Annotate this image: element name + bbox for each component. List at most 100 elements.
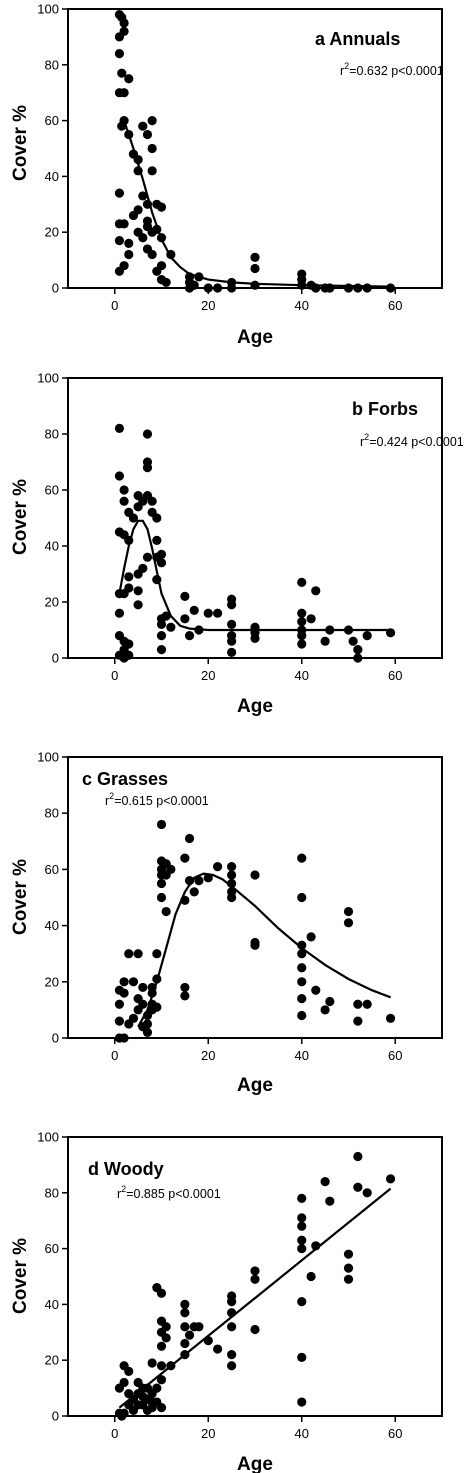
r-squared-value: =0.632 p<0.0001 xyxy=(349,64,444,78)
data-point xyxy=(156,558,167,568)
data-point xyxy=(117,68,127,78)
y-tick-label: 0 xyxy=(52,1409,59,1424)
data-point xyxy=(353,1182,363,1192)
x-tick-label: 40 xyxy=(295,1048,309,1063)
fit-curve xyxy=(123,120,391,288)
data-point xyxy=(142,463,153,473)
data-point xyxy=(147,166,157,176)
r-symbol: r xyxy=(360,435,364,449)
data-point xyxy=(152,949,162,959)
data-point xyxy=(353,283,363,293)
y-tick-label: 60 xyxy=(45,862,59,877)
y-tick-label: 20 xyxy=(45,225,59,240)
data-point xyxy=(194,876,204,886)
data-point xyxy=(213,283,223,293)
data-point xyxy=(124,1366,134,1376)
data-point xyxy=(156,645,167,655)
data-point xyxy=(114,235,125,246)
data-point xyxy=(156,878,167,889)
x-tick-label: 0 xyxy=(111,298,118,313)
y-tick-label: 100 xyxy=(37,1130,59,1145)
data-point xyxy=(297,608,307,618)
data-point xyxy=(353,1151,363,1162)
y-tick-label: 20 xyxy=(45,1353,59,1368)
data-point xyxy=(138,191,148,201)
data-point xyxy=(119,485,129,495)
data-point xyxy=(385,1013,396,1023)
y-tick-label: 60 xyxy=(45,113,59,128)
data-point xyxy=(250,940,260,950)
y-tick-label: 80 xyxy=(45,806,59,821)
data-point xyxy=(213,608,223,618)
r-symbol: r xyxy=(117,1187,121,1201)
x-tick-label: 0 xyxy=(111,1426,118,1441)
data-point xyxy=(306,932,316,942)
data-point xyxy=(227,600,237,610)
data-point xyxy=(189,605,199,616)
r-squared-annotation: r2=0.632 p<0.0001 xyxy=(340,61,444,78)
data-point xyxy=(184,283,195,293)
data-point xyxy=(385,283,396,293)
y-tick-label: 60 xyxy=(45,1241,59,1256)
y-axis-title: Cover % xyxy=(10,479,31,555)
y-tick-label: 100 xyxy=(37,371,59,386)
data-point xyxy=(250,1266,260,1276)
data-point xyxy=(124,74,134,84)
r-squared-superscript: 2 xyxy=(344,61,349,71)
y-axis-title: Cover % xyxy=(10,859,31,935)
data-point xyxy=(343,1274,354,1284)
data-point xyxy=(297,617,307,627)
data-point xyxy=(114,423,125,433)
data-point xyxy=(156,261,167,271)
data-point xyxy=(114,266,125,276)
data-point xyxy=(114,49,125,59)
data-point xyxy=(114,608,125,618)
data-point xyxy=(114,471,125,481)
y-tick-label: 40 xyxy=(45,539,59,554)
data-point xyxy=(362,631,372,641)
data-point xyxy=(180,1299,190,1309)
y-tick-label: 100 xyxy=(37,750,59,765)
data-point xyxy=(156,1288,167,1298)
x-axis-title: Age xyxy=(237,1454,273,1473)
data-point xyxy=(297,1235,307,1245)
data-point xyxy=(306,1271,316,1282)
r-squared-superscript: 2 xyxy=(109,791,114,801)
y-tick-label: 40 xyxy=(45,918,59,933)
data-point xyxy=(297,949,307,959)
panel-title: a Annuals xyxy=(315,29,400,49)
data-point xyxy=(297,1221,307,1231)
data-point xyxy=(189,887,199,897)
data-point xyxy=(114,1016,125,1026)
x-tick-label: 60 xyxy=(388,668,402,683)
data-point xyxy=(297,963,307,973)
data-point xyxy=(180,1308,190,1318)
r-squared-annotation: r2=0.615 p<0.0001 xyxy=(105,791,209,808)
r-squared-superscript: 2 xyxy=(121,1184,126,1194)
data-point xyxy=(343,906,354,917)
data-point xyxy=(161,1322,171,1332)
x-tick-label: 20 xyxy=(201,1426,215,1441)
data-point xyxy=(152,513,162,523)
data-point xyxy=(297,940,307,950)
data-point xyxy=(114,999,125,1009)
data-point xyxy=(385,1174,396,1184)
data-point xyxy=(311,985,321,995)
y-tick-label: 40 xyxy=(45,1297,59,1312)
data-point xyxy=(147,496,157,506)
data-point xyxy=(119,1033,129,1043)
data-point xyxy=(119,88,129,98)
data-point xyxy=(250,1274,260,1284)
data-point xyxy=(142,429,153,439)
data-point xyxy=(297,577,307,588)
data-point xyxy=(156,819,167,830)
data-point xyxy=(343,1249,354,1259)
data-point xyxy=(194,1322,204,1332)
data-point xyxy=(138,982,148,993)
y-tick-label: 80 xyxy=(45,427,59,442)
data-point xyxy=(320,1005,330,1015)
data-point xyxy=(297,1010,307,1021)
r-symbol: r xyxy=(340,64,344,78)
data-point xyxy=(227,1350,237,1360)
plot-frame xyxy=(67,8,443,289)
